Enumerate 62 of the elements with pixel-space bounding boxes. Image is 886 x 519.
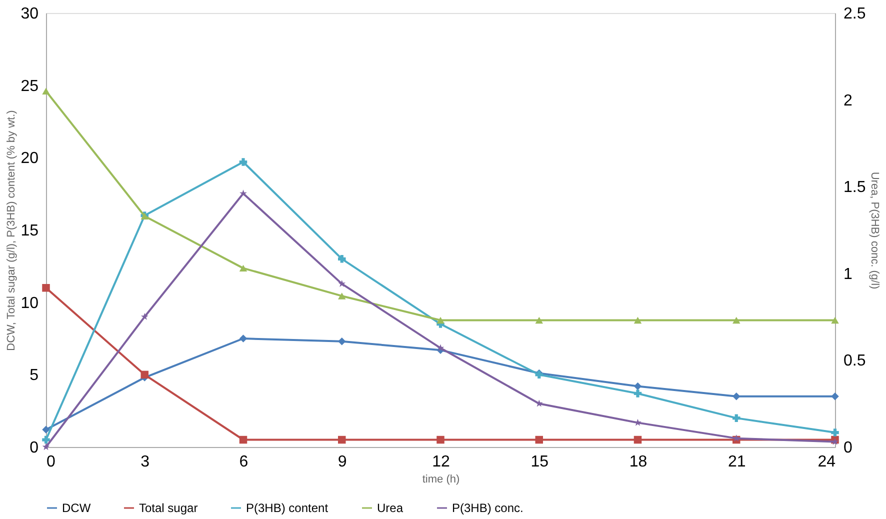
point [535, 400, 543, 407]
legend-label: P(3HB) content [246, 501, 329, 515]
point [732, 414, 740, 422]
x-tick-label: 9 [338, 454, 347, 470]
point [436, 436, 444, 444]
point [436, 344, 444, 352]
point [42, 426, 50, 434]
y-tick-label: 5 [30, 367, 39, 384]
point [338, 292, 346, 300]
x-tick-label: 0 [46, 454, 56, 470]
point [338, 436, 346, 444]
point [338, 255, 346, 263]
point [634, 436, 642, 444]
x-tick-label: 15 [530, 454, 549, 470]
y-tick-label: 15 [20, 222, 39, 240]
x-tick-label: 18 [629, 454, 648, 470]
point [338, 338, 346, 346]
y2-tick-label: 1 [844, 266, 852, 283]
legend-label: Total sugar [139, 501, 198, 515]
point [239, 436, 248, 444]
legend-label: P(3HB) conc. [452, 501, 524, 515]
point [535, 436, 543, 444]
point [831, 392, 839, 400]
x-tick-label: 24 [818, 454, 836, 470]
point [634, 382, 642, 390]
y2-tick-label: 0 [844, 440, 852, 456]
x-tick-label: 12 [432, 454, 450, 470]
point [535, 316, 543, 324]
point [140, 370, 148, 379]
point [239, 158, 248, 166]
point [42, 436, 50, 444]
y-tick-label: 0 [30, 440, 39, 456]
y2-axis-title: Urea, P(3HB) conc. (g/l) [868, 172, 881, 290]
y2-tick-label: 2 [844, 92, 852, 110]
point [634, 390, 642, 398]
legend-label: DCW [62, 501, 92, 515]
y2-tick-label: 0.5 [844, 352, 866, 370]
x-tick-label: 21 [728, 454, 746, 470]
point [240, 190, 247, 197]
x-tick-label: 3 [140, 454, 150, 470]
point [831, 428, 839, 436]
point [436, 316, 444, 324]
point [732, 316, 740, 324]
y-tick-label: 30 [20, 6, 39, 22]
y2-tick-label: 1.5 [844, 179, 866, 196]
point [239, 334, 248, 342]
y-tick-label: 25 [20, 78, 39, 95]
point [338, 280, 346, 287]
point [239, 264, 248, 272]
y-axis-title: DCW, Total sugar (g/l), P(3HB) content (% by wt.) [6, 110, 18, 351]
point [831, 316, 839, 324]
point [42, 88, 50, 94]
point [732, 392, 740, 400]
point [634, 316, 642, 324]
y2-tick-label: 2.5 [844, 6, 866, 22]
x-tick-label: 6 [239, 454, 248, 470]
point [140, 312, 148, 320]
y-tick-label: 10 [20, 294, 39, 312]
x-axis-title: time (h) [422, 474, 460, 486]
point [42, 284, 50, 292]
legend-label: Urea [377, 501, 404, 515]
y-tick-label: 20 [20, 150, 39, 168]
